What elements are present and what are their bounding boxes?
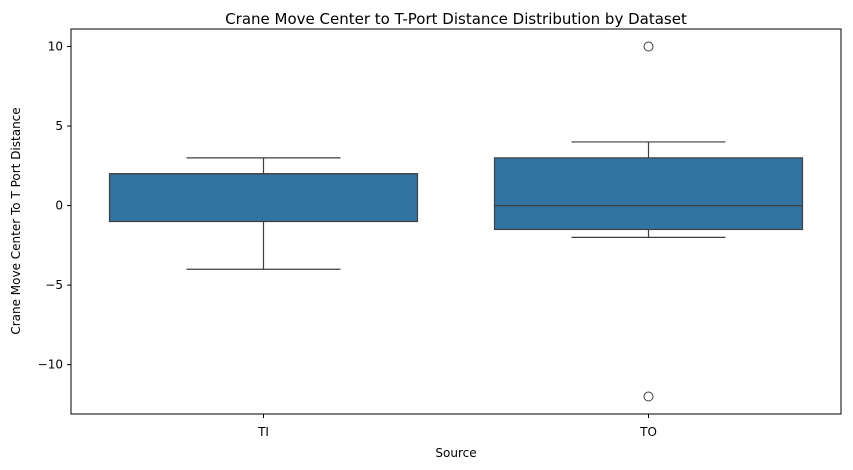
chart-title: Crane Move Center to T-Port Distance Dis… xyxy=(225,10,687,28)
y-tick-label: −10 xyxy=(38,358,63,372)
y-tick-label: 10 xyxy=(48,40,63,54)
outlier-point-to xyxy=(643,391,654,402)
y-tick-label: 0 xyxy=(55,199,63,213)
plot-area: −10 −5 0 5 10 TI TO xyxy=(38,40,804,439)
x-axis-label: Source xyxy=(435,446,476,460)
y-tick-label: 5 xyxy=(55,119,63,133)
box-to xyxy=(493,157,804,231)
y-tick-label: −5 xyxy=(45,278,63,292)
box-ti xyxy=(108,173,419,223)
plot-frame xyxy=(70,28,842,415)
x-tick-label: TO xyxy=(639,425,657,439)
outlier-point-to xyxy=(643,41,654,52)
y-axis-label: Crane Move Center To T Port Distance xyxy=(9,107,23,334)
x-tick-label: TI xyxy=(257,425,269,439)
